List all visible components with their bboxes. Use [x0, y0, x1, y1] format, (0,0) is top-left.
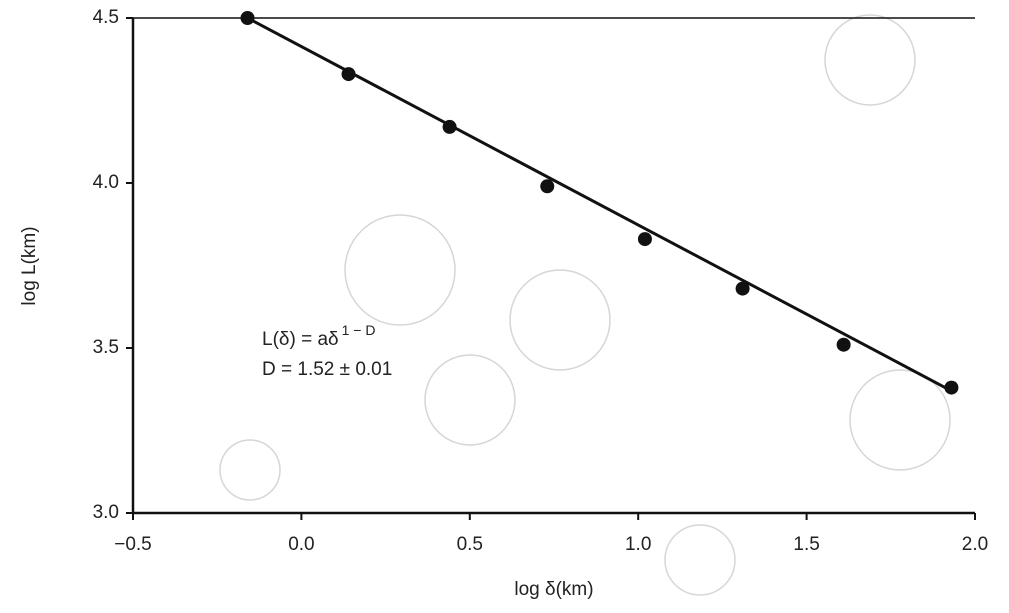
- y-tick-label: 3.5: [93, 337, 119, 358]
- data-point: [540, 179, 555, 194]
- y-tick-label: 3.0: [93, 502, 119, 523]
- x-axis-title: log δ(km): [514, 579, 593, 600]
- x-tick-label: 2.0: [962, 534, 988, 555]
- x-tick-label: −0.5: [114, 534, 152, 555]
- data-point: [240, 11, 255, 25]
- y-axis-title: log L(km): [19, 226, 40, 305]
- annotation-text: L(δ) = aδ: [262, 329, 339, 350]
- annotation-text: D = 1.52 ± 0.01: [262, 359, 392, 380]
- x-tick-label: 1.0: [625, 534, 651, 555]
- background-texture: [219, 14, 951, 596]
- annotation: D = 1.52 ± 0.01: [262, 359, 392, 380]
- fit-line: [246, 16, 953, 393]
- y-tick-label: 4.5: [93, 7, 119, 28]
- x-tick-label: 0.0: [288, 534, 314, 555]
- data-point: [836, 337, 851, 352]
- annotation: L(δ) = aδ 1 − D: [262, 322, 375, 350]
- data-point: [637, 232, 652, 247]
- data-point: [442, 119, 457, 134]
- data-point: [735, 281, 750, 296]
- y-tick-label: 4.0: [93, 172, 119, 193]
- x-tick-label: 1.5: [793, 534, 819, 555]
- data-point: [341, 67, 356, 82]
- data-point: [944, 380, 959, 395]
- x-tick-label: 0.5: [457, 534, 483, 555]
- annotation-superscript: 1 − D: [342, 322, 376, 338]
